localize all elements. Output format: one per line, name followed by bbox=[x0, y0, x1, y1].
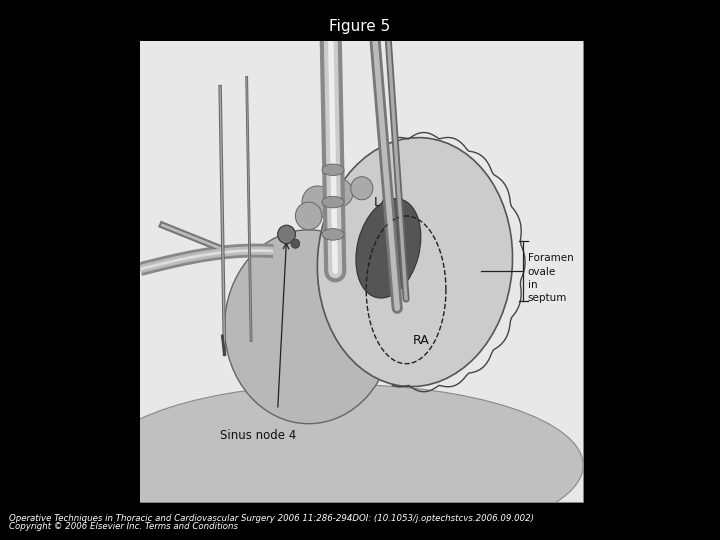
Ellipse shape bbox=[356, 199, 421, 298]
Ellipse shape bbox=[278, 225, 295, 244]
Ellipse shape bbox=[291, 239, 300, 248]
Ellipse shape bbox=[322, 197, 344, 208]
Text: LA: LA bbox=[374, 195, 390, 208]
Ellipse shape bbox=[322, 228, 344, 240]
Text: Sinus node 4: Sinus node 4 bbox=[220, 429, 296, 442]
Ellipse shape bbox=[322, 164, 344, 176]
Ellipse shape bbox=[318, 138, 513, 387]
Ellipse shape bbox=[96, 384, 583, 540]
Ellipse shape bbox=[351, 177, 373, 200]
Ellipse shape bbox=[326, 179, 353, 207]
Ellipse shape bbox=[295, 202, 322, 230]
Text: RA: RA bbox=[413, 334, 430, 347]
Text: Foramen
ovale
in
septum: Foramen ovale in septum bbox=[528, 253, 574, 303]
Ellipse shape bbox=[302, 186, 333, 218]
Text: Operative Techniques in Thoracic and Cardiovascular Surgery 2006 11:286-294DOI: : Operative Techniques in Thoracic and Car… bbox=[9, 514, 534, 523]
Text: Copyright © 2006 Elsevier Inc. Terms and Conditions: Copyright © 2006 Elsevier Inc. Terms and… bbox=[9, 522, 238, 531]
Text: Figure 5: Figure 5 bbox=[329, 19, 391, 34]
Ellipse shape bbox=[225, 230, 393, 424]
FancyBboxPatch shape bbox=[140, 40, 583, 502]
